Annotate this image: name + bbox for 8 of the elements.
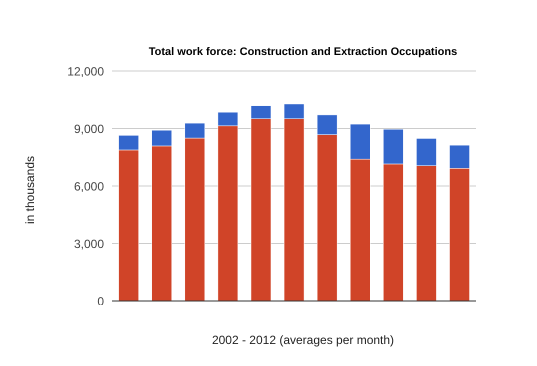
y-tick-label: 6,000 (74, 179, 104, 194)
y-axis-title: in thousands (23, 156, 37, 224)
y-tick-label: 0 (97, 294, 104, 308)
y-tick-label: 9,000 (74, 122, 104, 136)
chart-title: Total work force: Construction and Extraction Occupations (148, 46, 458, 58)
x-axis-title: 2002 - 2012 (averages per month) (210, 333, 396, 347)
y-tick-label: 3,000 (74, 236, 104, 251)
y-tick-label: 12,000 (67, 64, 104, 78)
